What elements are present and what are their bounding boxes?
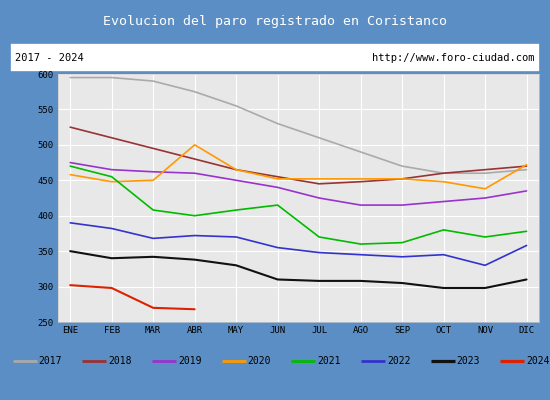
Text: 2019: 2019 <box>178 356 201 366</box>
Text: 2022: 2022 <box>387 356 410 366</box>
Text: Evolucion del paro registrado en Coristanco: Evolucion del paro registrado en Corista… <box>103 14 447 28</box>
Text: 2024: 2024 <box>526 356 550 366</box>
Text: 2017: 2017 <box>39 356 62 366</box>
Text: 2023: 2023 <box>456 356 480 366</box>
Text: http://www.foro-ciudad.com: http://www.foro-ciudad.com <box>372 53 535 63</box>
Text: 2017 - 2024: 2017 - 2024 <box>15 53 84 63</box>
Text: 2021: 2021 <box>317 356 341 366</box>
Text: 2018: 2018 <box>108 356 131 366</box>
Text: 2020: 2020 <box>248 356 271 366</box>
